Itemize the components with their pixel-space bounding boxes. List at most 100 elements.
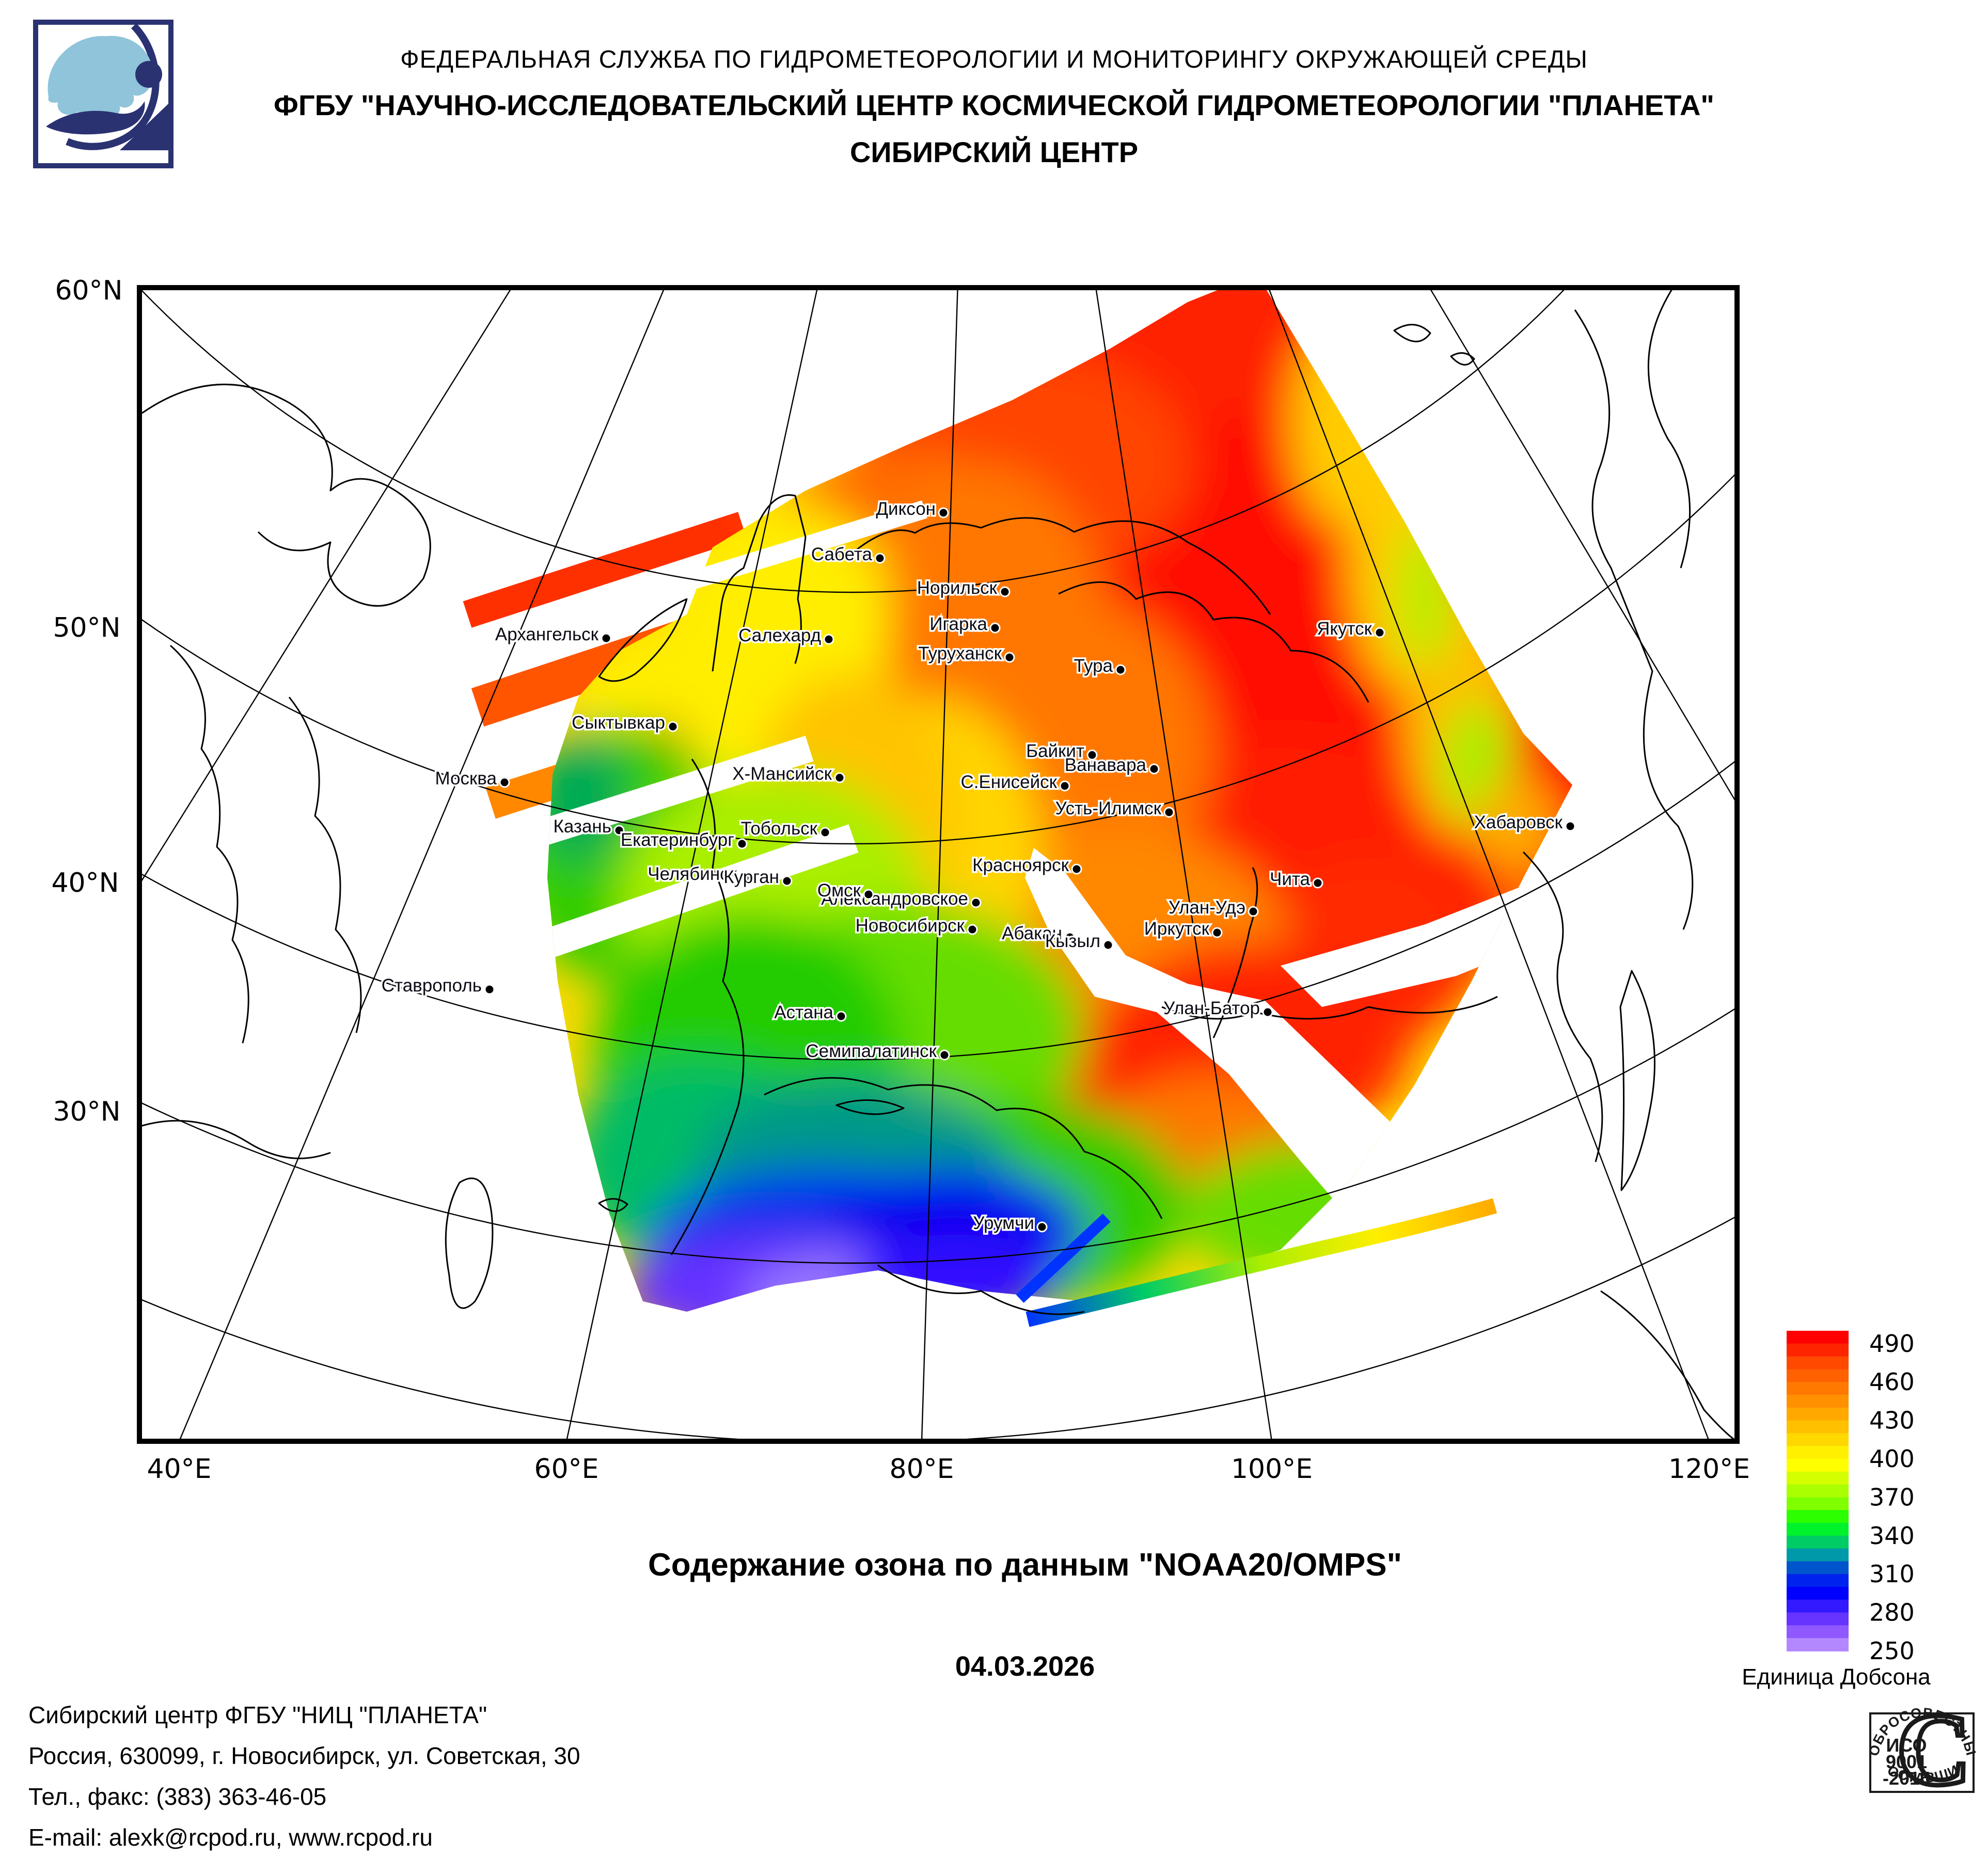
city-name: Усть-Илимск (1055, 798, 1162, 818)
lat-label: 30°N (53, 1096, 120, 1127)
city-dot (834, 772, 845, 783)
city-name: Москва (435, 768, 497, 789)
header-line1: ФЕДЕРАЛЬНАЯ СЛУЖБА ПО ГИДРОМЕТЕОРОЛОГИИ … (400, 46, 1588, 73)
city-name: Астана (774, 1002, 833, 1022)
legend-band (1787, 1510, 1849, 1523)
city-dot (1036, 1221, 1048, 1233)
longitude-labels: 40°E 60°E 80°E 100°E 120°E (147, 1454, 1750, 1485)
city-dot (874, 553, 886, 564)
city-dot (613, 825, 625, 836)
legend-value: 430 (1869, 1407, 1915, 1435)
city-name: Казань (553, 816, 611, 837)
legend-colorbar (1787, 1331, 1849, 1651)
city-dot (1248, 906, 1259, 917)
city-dot (1086, 749, 1098, 761)
iso-letter: С (1897, 1693, 1971, 1807)
city-name: Ванавара (1065, 755, 1147, 775)
legend-band (1787, 1612, 1849, 1626)
lon-label: 100°E (1231, 1454, 1313, 1485)
city-name: Семипалатинск (806, 1041, 937, 1061)
legend-band (1787, 1459, 1849, 1472)
legend-band (1787, 1356, 1849, 1370)
city-name: Туруханск (918, 643, 1002, 664)
lon-label: 60°E (534, 1454, 598, 1485)
legend-value: 400 (1869, 1445, 1915, 1473)
legend-value: 490 (1869, 1330, 1915, 1358)
legend-band (1787, 1343, 1849, 1357)
lat-label: 40°N (51, 868, 119, 899)
city-name: Александровское (821, 889, 968, 909)
city-name: Иркутск (1144, 919, 1210, 939)
legend-band (1787, 1535, 1849, 1549)
iso-mid3: -2015 (1883, 1768, 1930, 1789)
city-name: Диксон (876, 499, 936, 519)
city-dot (739, 872, 750, 884)
footer-contacts: Сибирский центр ФГБУ "НИЦ "ПЛАНЕТА" Росси… (28, 1695, 580, 1858)
legend-band (1787, 1331, 1849, 1344)
legend-value: 460 (1869, 1368, 1915, 1396)
legend-band (1787, 1420, 1849, 1434)
city-dot (938, 507, 949, 518)
city-dot (1312, 877, 1323, 889)
logo-cloud (48, 36, 153, 120)
lon-label: 120°E (1668, 1454, 1750, 1485)
city-dot (1071, 863, 1082, 875)
city-dot (499, 777, 510, 788)
city-dot (484, 984, 495, 995)
city-dot (736, 838, 748, 849)
legend-band (1787, 1548, 1849, 1562)
city-name: Омск (817, 880, 861, 901)
city-dot (999, 586, 1011, 597)
legend-band (1787, 1369, 1849, 1383)
city-dot (970, 897, 982, 908)
city-name: Тобольск (741, 818, 818, 839)
legend-band (1787, 1497, 1849, 1511)
legend-band (1787, 1625, 1849, 1639)
city-dot (835, 1011, 847, 1022)
footer-line: Сибирский центр ФГБУ "НИЦ "ПЛАНЕТА" (28, 1702, 487, 1728)
city-dot (1163, 807, 1175, 818)
header: ФЕДЕРАЛЬНАЯ СЛУЖБА ПО ГИДРОМЕТЕОРОЛОГИИ … (0, 45, 1988, 169)
city-dot (1064, 932, 1076, 943)
logo-orbit-arc (66, 23, 160, 150)
city-name: Курган (723, 867, 779, 887)
city-name: Сыктывкар (572, 713, 665, 733)
city-name: Чита (1270, 869, 1311, 889)
city-dot (1374, 627, 1385, 638)
city-name: Байкит (1026, 741, 1084, 761)
lat-label: 60°N (55, 275, 122, 306)
city-name: С.Енисейск (960, 772, 1057, 792)
lon-label: 80°E (889, 1454, 954, 1485)
legend-value-labels: 490 460 430 400 370 340 310 280 250 (1869, 1330, 1915, 1665)
legend-band (1787, 1638, 1849, 1651)
city-dot (939, 1049, 950, 1061)
footer-line: Тел., факс: (383) 363-46-05 (28, 1783, 327, 1810)
map-frame (137, 285, 1740, 1444)
legend-band (1787, 1599, 1849, 1613)
lat-label: 50°N (53, 612, 120, 643)
legend-unit-label: Единица Добсона (1742, 1664, 1931, 1690)
iso-mid2: 9001 (1886, 1751, 1927, 1772)
city-dot (601, 633, 612, 644)
legend-value: 280 (1869, 1599, 1915, 1627)
lon-label: 40°E (147, 1454, 211, 1485)
city-labels: Диксон Сабета Норильск Архангельск Игарка Сал… (380, 497, 1576, 1235)
legend-band (1787, 1574, 1849, 1587)
city-name: Хабаровск (1474, 812, 1563, 832)
coastlines (141, 288, 1737, 1441)
city-dot (1115, 664, 1126, 675)
city-name: Норильск (917, 578, 998, 598)
city-dot (781, 875, 793, 887)
legend-band (1787, 1587, 1849, 1600)
city-dot (1211, 927, 1223, 938)
city-name: Якутск (1317, 619, 1372, 639)
city-name: Новосибирск (856, 916, 965, 936)
city-name: Урумчи (973, 1213, 1034, 1233)
city-name: Екатеринбург (621, 830, 734, 850)
city-name: Абакан (1002, 923, 1062, 943)
city-name: Челябинск (648, 864, 737, 884)
city-dot (667, 721, 679, 732)
city-name: Улан-Батор (1163, 998, 1260, 1018)
city-name: Сабета (811, 544, 873, 564)
city-name: Х-Мансийск (732, 764, 832, 784)
